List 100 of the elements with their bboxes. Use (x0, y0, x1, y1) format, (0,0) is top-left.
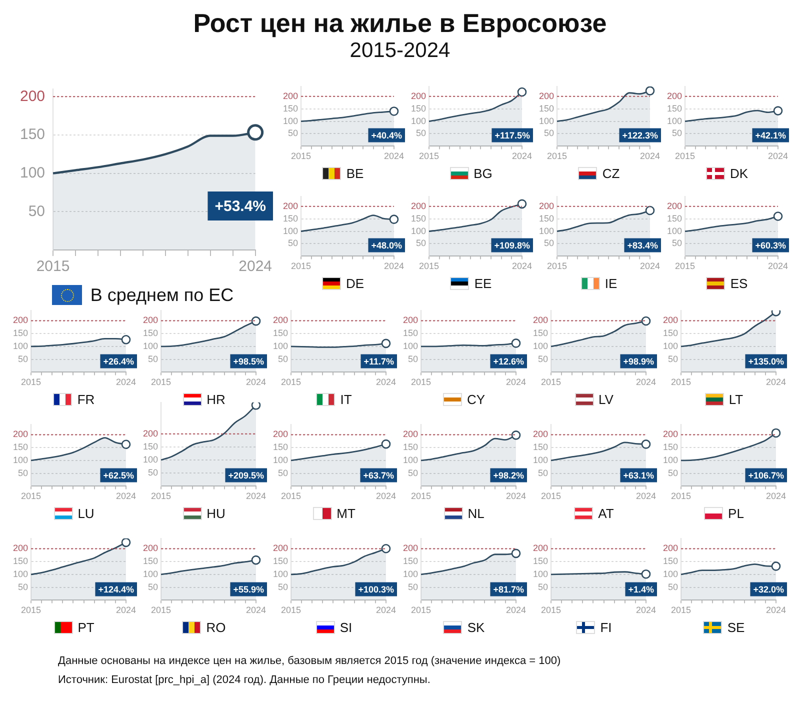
x-tick-label: 2024 (116, 491, 136, 502)
x-tick-label: 2024 (636, 605, 656, 616)
x-tick-label: 2015 (21, 605, 42, 616)
text: DE (346, 276, 364, 292)
y-tick-label: 100 (12, 340, 28, 351)
y-tick-label: 100 (532, 340, 548, 351)
annotation: +98.5% (233, 356, 264, 367)
annotation: +122.3% (622, 130, 658, 141)
y-tick-label: 50 (408, 468, 418, 478)
text: HU (206, 506, 226, 522)
x-tick-label: 2015 (671, 605, 692, 616)
x-tick-label: 2024 (512, 151, 532, 162)
x-tick-label: 2024 (238, 258, 272, 276)
y-tick-label: 150 (538, 213, 554, 224)
x-tick-label: 2024 (384, 261, 404, 272)
x-tick-label: 2015 (541, 377, 562, 388)
y-tick-label: 100 (12, 568, 28, 579)
y-tick-label: 150 (272, 328, 288, 338)
text: PL (728, 506, 744, 522)
y-tick-label: 100 (402, 340, 418, 351)
y-tick-label: 50 (288, 238, 298, 248)
y-tick-label: 150 (532, 556, 548, 566)
x-tick-label: 2024 (640, 261, 660, 272)
annotation: +12.6% (493, 356, 524, 367)
x-tick-label: 2024 (636, 491, 656, 502)
y-tick-label: 50 (18, 468, 28, 478)
annotation: +32.0% (753, 584, 784, 595)
y-tick-label: 100 (282, 116, 298, 126)
y-tick-label: 200 (410, 90, 426, 101)
y-tick-label: 200 (662, 429, 678, 440)
y-tick-label: 50 (538, 468, 548, 478)
y-tick-label: 100 (662, 340, 678, 351)
x-tick-label: 2015 (547, 151, 568, 162)
x-tick-label: 2015 (281, 377, 302, 388)
y-tick-label: 150 (12, 556, 28, 566)
y-tick-label: 50 (408, 354, 418, 364)
y-tick-label: 50 (672, 238, 682, 248)
y-tick-label: 150 (272, 556, 288, 566)
y-tick-label: 50 (408, 582, 418, 592)
text: Данные основаны на индексе цен на жилье, базовым является 2015 год (значение индекса = 100) (58, 654, 561, 669)
y-tick-label: 100 (142, 454, 158, 464)
y-tick-label: 150 (282, 213, 298, 224)
annotation: +83.4% (627, 240, 658, 251)
y-tick-label: 200 (12, 429, 28, 440)
text: NL (468, 506, 484, 522)
y-tick-label: 200 (20, 88, 46, 105)
x-tick-label: 2015 (547, 261, 568, 272)
y-tick-label: 100 (272, 340, 288, 351)
x-tick-label: 2015 (291, 261, 312, 272)
text: CZ (602, 166, 620, 182)
y-tick-label: 200 (666, 90, 682, 101)
y-tick-label: 100 (538, 226, 554, 236)
y-tick-label: 100 (20, 164, 46, 182)
x-tick-label: 2024 (506, 491, 526, 502)
text: MT (336, 506, 356, 522)
y-tick-label: 150 (142, 328, 158, 338)
x-tick-label: 2024 (766, 491, 786, 502)
x-tick-label: 2024 (506, 377, 526, 388)
text: LV (598, 392, 614, 408)
y-tick-label: 100 (410, 116, 426, 126)
text: SK (467, 620, 485, 636)
y-tick-label: 50 (148, 582, 158, 592)
text: 2015-2024 (348, 39, 452, 63)
y-tick-label: 150 (142, 441, 158, 452)
annotation: +53.4% (214, 198, 266, 216)
y-tick-label: 50 (278, 582, 288, 592)
y-tick-label: 100 (142, 340, 158, 351)
y-tick-label: 150 (662, 328, 678, 338)
x-tick-label: 2015 (675, 261, 696, 272)
y-tick-label: 50 (148, 468, 158, 478)
y-tick-label: 50 (668, 354, 678, 364)
annotation: +60.3% (755, 240, 786, 251)
annotation: +100.3% (358, 584, 394, 595)
y-tick-label: 100 (12, 454, 28, 465)
x-tick-label: 2024 (246, 605, 266, 616)
text: BG (474, 166, 492, 182)
x-tick-label: 2015 (671, 377, 692, 388)
annotation: +106.7% (748, 470, 784, 481)
x-tick-label: 2015 (281, 605, 302, 616)
y-tick-label: 200 (402, 429, 418, 440)
x-tick-label: 2015 (151, 605, 172, 616)
y-tick-label: 150 (12, 328, 28, 338)
annotation: +124.4% (98, 584, 134, 595)
y-tick-label: 150 (402, 556, 418, 566)
x-tick-label: 2015 (675, 151, 696, 162)
y-tick-label: 150 (12, 442, 28, 452)
y-tick-label: 100 (402, 454, 418, 465)
annotation: +1.4% (628, 584, 654, 595)
y-tick-label: 100 (402, 568, 418, 579)
y-tick-label: 200 (538, 200, 554, 211)
y-tick-label: 200 (666, 200, 682, 211)
text: HR (206, 392, 226, 408)
text: CY (466, 392, 486, 408)
y-tick-label: 50 (544, 238, 554, 248)
y-tick-label: 50 (18, 354, 28, 364)
x-tick-label: 2015 (21, 377, 42, 388)
annotation: +55.9% (233, 584, 264, 595)
text: BE (346, 166, 364, 182)
annotation: +81.7% (493, 584, 524, 595)
y-tick-label: 100 (532, 454, 548, 465)
